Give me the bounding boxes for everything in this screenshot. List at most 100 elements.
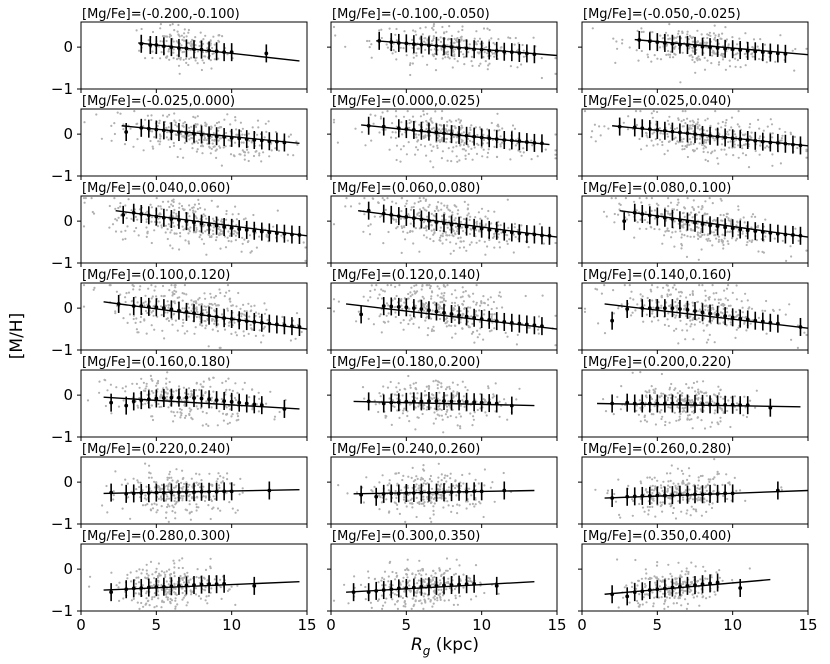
panel: −10[Mg/Fe]=(0.100,0.120) [51,268,308,359]
scatter-point [493,52,496,55]
scatter-point [443,291,446,295]
scatter-point [131,382,134,385]
scatter-point [532,36,535,39]
scatter-point [398,388,401,391]
scatter-point [213,322,216,325]
scatter-point [713,341,716,344]
scatter-point [700,419,703,422]
scatter-point [701,205,704,208]
scatter-point [401,394,404,397]
scatter-point [152,147,155,150]
scatter-point [642,320,645,323]
scatter-point [459,321,462,324]
scatter-point [375,284,378,287]
scatter-point [202,385,205,388]
scatter-point [233,155,236,158]
scatter-point [717,33,721,36]
scatter-point [747,307,750,310]
scatter-point [453,232,456,235]
scatter-point [756,45,759,48]
scatter-point [370,139,373,142]
scatter-point [180,414,183,417]
binned-point [169,129,174,134]
scatter-point [741,133,745,136]
scatter-point [653,316,656,319]
scatter-point [530,139,533,142]
scatter-point [454,314,457,317]
scatter-point [691,58,694,62]
scatter-point [114,207,117,210]
scatter-point [385,314,388,317]
scatter-point [438,139,441,142]
binned-point [670,41,675,46]
scatter-point [225,131,228,135]
scatter-point [663,153,666,156]
scatter-point [201,324,204,327]
scatter-point [165,318,168,321]
scatter-point [744,235,748,238]
scatter-point [673,284,676,287]
binned-point [389,40,394,44]
scatter-point [731,237,734,240]
scatter-point [114,310,117,313]
scatter-point [470,55,473,59]
scatter-point [725,212,728,215]
scatter-point [248,139,251,142]
scatter-point [733,143,736,146]
scatter-point [110,124,113,127]
binned-point [791,233,795,237]
scatter-point [484,60,487,63]
scatter-point [402,230,405,233]
scatter-point [691,136,695,139]
scatter-point [703,233,706,236]
scatter-point [421,405,424,408]
scatter-point [652,110,655,113]
scatter-point [136,331,139,334]
scatter-point [513,43,516,46]
scatter-point [186,227,189,230]
binned-point [207,313,211,318]
binned-point [252,228,257,233]
scatter-point [445,234,448,237]
scatter-point [690,211,693,214]
binned-point [540,233,544,238]
scatter-point [195,315,198,319]
scatter-point [151,379,154,382]
scatter-point [454,48,457,51]
scatter-point [263,136,266,139]
scatter-point [764,218,767,221]
scatter-point [403,226,406,229]
scatter-point [667,212,670,215]
scatter-point [396,409,399,412]
scatter-point [696,121,699,124]
scatter-point [708,31,712,34]
scatter-point [684,223,687,226]
scatter-point [472,418,475,421]
scatter-point [384,414,387,417]
scatter-point [750,226,753,229]
scatter-point [385,43,388,46]
scatter-point [690,323,693,326]
scatter-point [680,233,684,236]
scatter-point [706,138,710,141]
scatter-point [453,301,457,304]
binned-point [745,403,750,408]
scatter-point [391,52,394,55]
scatter-point [416,397,419,400]
scatter-point [199,233,202,237]
scatter-point [182,156,185,159]
scatter-point [425,236,428,239]
scatter-point [421,295,424,298]
scatter-point [432,126,435,130]
binned-point [177,46,181,50]
scatter-point [241,312,244,315]
scatter-point [407,322,410,326]
scatter-point [400,225,403,228]
scatter-point [136,122,139,125]
scatter-point [225,291,228,294]
scatter-point [691,292,694,295]
binned-point [366,208,371,213]
scatter-point [805,333,808,337]
scatter-point [431,121,434,124]
binned-point [768,405,773,410]
